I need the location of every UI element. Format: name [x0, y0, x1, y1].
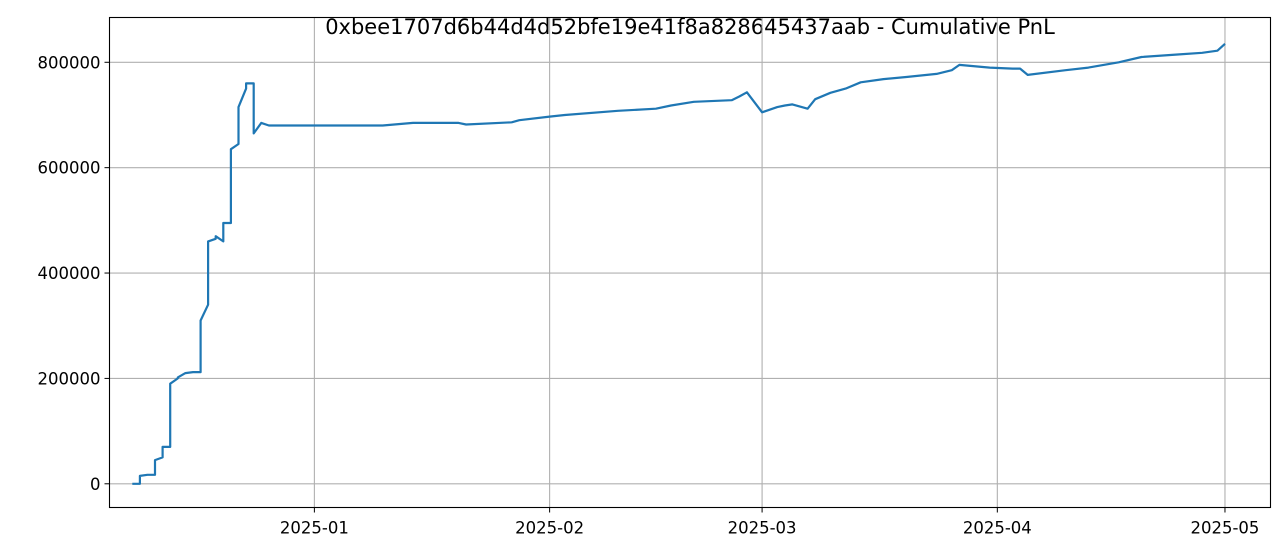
y-tick-label: 800000: [38, 53, 101, 72]
y-tick-label: 400000: [38, 264, 101, 283]
y-tick-label: 0: [90, 475, 101, 494]
y-tick-label: 200000: [38, 369, 101, 388]
y-tick-label: 600000: [38, 159, 101, 178]
grid-lines: [109, 17, 1271, 508]
plot-area-frame: [108, 16, 1272, 509]
chart-title: 0xbee1707d6b44d4d52bfe19e41f8a828645437a…: [325, 15, 1055, 39]
x-tick-label: 2025-02: [515, 519, 584, 538]
x-tick-label: 2025-04: [963, 519, 1032, 538]
cumulative-pnl-line: [132, 42, 1226, 485]
x-tick-label: 2025-03: [728, 519, 797, 538]
x-tick-label: 2025-01: [280, 519, 349, 538]
series-layer: [132, 42, 1226, 485]
x-tick-label: 2025-05: [1190, 519, 1259, 538]
x-axis: 2025-01 2025-02 2025-03 2025-04 2025-05: [280, 507, 1259, 538]
y-axis: 0 200000 400000 600000 800000: [38, 53, 110, 494]
